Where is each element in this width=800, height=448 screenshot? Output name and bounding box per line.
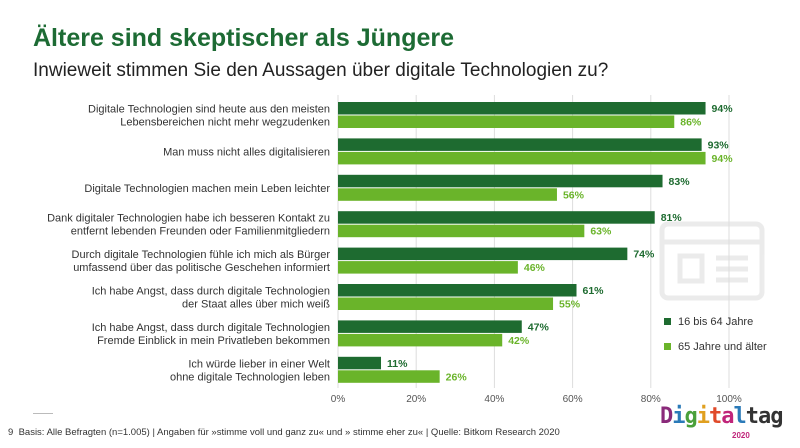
data-label: 63%	[590, 226, 612, 238]
footer-text: Basis: Alle Befragten (n=1.005) | Angabe…	[18, 427, 560, 438]
category-label: Digitale Technologien sind heute aus den…	[88, 104, 330, 116]
bar-16-64	[338, 211, 655, 224]
bar-16-64	[338, 356, 382, 370]
bar-16-64	[338, 284, 577, 297]
bar-65-plus	[338, 333, 503, 347]
bar-16-64	[338, 247, 628, 261]
category-label: Man muss nicht alles digitalisieren	[163, 146, 330, 158]
legend-label: 65 Jahre und älter	[678, 341, 767, 353]
legend-label: 16 bis 64 Jahre	[678, 316, 753, 328]
category-label: Digitale Technologien machen mein Leben …	[84, 183, 330, 195]
x-tick-label: 0%	[331, 394, 346, 405]
category-label: der Staat alles über mich weiß	[182, 299, 330, 311]
footer-note: 9 Basis: Alle Befragten (n=1.005) | Anga…	[8, 427, 560, 438]
category-label: ohne digitale Technologien leben	[170, 371, 330, 383]
category-label: Ich würde lieber in einer Welt	[188, 358, 330, 370]
bar-65-plus	[338, 151, 706, 165]
data-label: 42%	[508, 335, 530, 347]
category-label: Fremde Einblick in mein Privatleben beko…	[97, 335, 330, 347]
bar-16-64	[338, 138, 702, 151]
category-label: Durch digitale Technologien fühle ich mi…	[72, 249, 331, 261]
bar-16-64	[338, 102, 706, 115]
data-label: 81%	[661, 212, 683, 224]
page-number: 9	[8, 427, 14, 438]
data-label: 26%	[446, 371, 468, 383]
x-tick-label: 40%	[484, 394, 504, 405]
bar-65-plus	[338, 188, 557, 201]
category-label: Lebensbereichen nicht mehr wegzudenken	[120, 117, 330, 129]
chart-title: Ältere sind skeptischer als Jüngere	[33, 24, 455, 52]
bar-16-64	[338, 320, 522, 333]
x-tick-label: 60%	[563, 394, 583, 405]
bar-65-plus	[338, 224, 585, 238]
digitaltag-logo: Digitaltag	[660, 404, 783, 429]
data-label: 94%	[712, 103, 734, 115]
chart-subtitle: Inwieweit stimmen Sie den Aussagen über …	[33, 60, 609, 81]
category-label: Ich habe Angst, dass durch digitale Tech…	[92, 322, 330, 334]
x-tick-label: 80%	[641, 394, 661, 405]
legend-swatch	[664, 318, 671, 325]
data-label: 93%	[708, 139, 730, 151]
data-label: 86%	[680, 117, 702, 129]
bar-16-64	[338, 174, 663, 188]
data-label: 11%	[387, 358, 408, 370]
bar-65-plus	[338, 297, 554, 310]
data-label: 46%	[524, 262, 546, 274]
bar-65-plus	[338, 261, 518, 274]
data-label: 61%	[583, 285, 605, 297]
bar-65-plus	[338, 370, 440, 383]
data-label: 47%	[528, 321, 550, 333]
x-tick-label: 20%	[406, 394, 426, 405]
legend-swatch	[664, 343, 671, 350]
category-label: umfassend über das politische Geschehen …	[73, 262, 330, 274]
data-label: 55%	[559, 299, 581, 311]
data-label: 74%	[633, 249, 655, 261]
data-label: 83%	[669, 176, 691, 188]
footer-divider	[33, 413, 53, 414]
bar-65-plus	[338, 115, 675, 128]
x-tick-label: 100%	[716, 394, 742, 405]
data-label: 56%	[563, 189, 585, 201]
category-label: Ich habe Angst, dass durch digitale Tech…	[92, 286, 330, 298]
category-label: entfernt lebenden Freunden oder Familien…	[71, 226, 330, 238]
logo-year: 2020	[732, 431, 750, 440]
category-label: Dank digitaler Technologien habe ich bes…	[47, 213, 330, 225]
data-label: 94%	[712, 153, 734, 165]
watermark-browser-icon	[659, 221, 765, 301]
